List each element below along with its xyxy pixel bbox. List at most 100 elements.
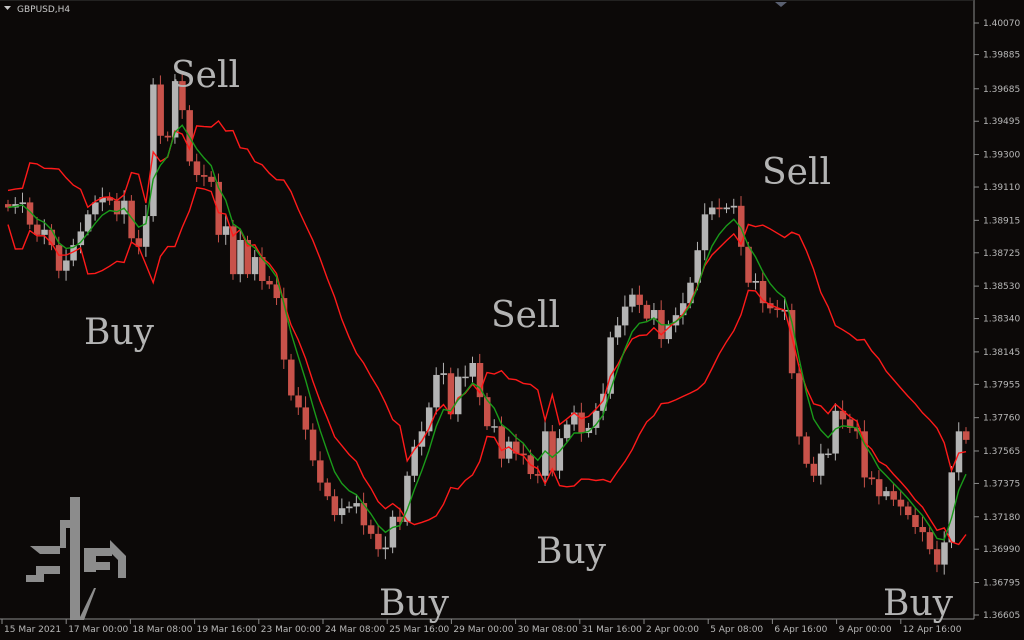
bull-candle [92,202,99,215]
bear-candle [738,205,745,247]
bear-candle [774,308,781,311]
time-tick-label: 31 Mar 16:00 [582,625,642,635]
bull-candle [411,446,418,476]
bear-candle [5,204,12,208]
price-tick-label: 1.38915 [983,216,1020,226]
bull-candle [650,310,658,319]
bear-candle [215,181,222,235]
bear-candle [643,304,651,319]
bull-candle [672,315,680,326]
bear-candle [534,474,542,476]
time-tick-label: 30 Mar 08:00 [518,625,578,635]
bear-candle [846,419,854,428]
bull-candle [629,294,636,307]
bear-candle [193,161,201,176]
bear-candle [919,527,926,533]
sell-signal-2: Sell [491,295,560,336]
bull-candle [346,506,353,509]
buy-signal-3: Buy [536,531,607,572]
bear-candle [324,482,331,497]
price-tick-label: 1.38725 [983,249,1020,259]
middle-line [7,124,967,541]
bear-candle [375,533,382,550]
bull-candle [708,207,716,215]
bull-candle [404,475,411,522]
bear-candle [229,226,237,275]
indicator-layer [7,119,967,546]
bull-candle [433,374,440,408]
bull-candle [418,431,426,447]
bull-candle [701,214,709,251]
bull-candle [469,362,476,377]
bear-candle [48,229,56,246]
bear-candle [904,506,912,516]
time-tick-label: 6 Apr 16:00 [774,625,827,635]
bull-candle [752,280,760,283]
bear-candle [476,362,484,398]
bull-candle [687,282,694,304]
time-tick-label: 5 Apr 08:00 [710,625,763,635]
bull-candle [723,207,730,210]
bear-candle [549,431,556,471]
time-tick-label: 19 Mar 16:00 [197,625,257,635]
bull-candle [353,503,360,507]
time-tick-label: 23 Mar 00:00 [261,625,321,635]
bear-candle [280,298,288,360]
bull-candle [462,376,469,379]
bull-candle [63,260,70,271]
bear-candle [875,479,883,497]
symbol-label: GBPUSD,H4 [17,5,70,15]
buy-signal-1: Buy [84,312,155,353]
bull-candle [621,306,629,326]
time-axis: 15 Mar 2021 17 Mar 00:00 18 Mar 08:00 19 Ma… [1,619,962,635]
bear-candle [367,525,375,534]
price-tick-label: 1.36605 [983,611,1020,621]
bull-candle [142,216,150,247]
bear-candle [273,284,281,299]
bear-candle [963,431,970,440]
price-tick-label: 1.37565 [983,447,1020,457]
bear-candle [513,441,520,454]
bear-candle [309,429,317,461]
bull-candle [563,424,571,439]
bear-candle [288,359,295,396]
bear-candle [331,496,339,516]
time-tick-label: 17 Mar 00:00 [68,625,128,635]
price-tick-label: 1.38530 [983,282,1020,292]
bear-candle [839,410,847,420]
bear-candle [447,373,455,415]
price-tick-label: 1.36990 [983,545,1020,555]
bull-candle [338,508,346,516]
dropdown-arrow-icon[interactable] [4,6,11,10]
bull-candle [556,438,564,471]
bull-candle [491,426,498,428]
price-tick-label: 1.38340 [983,315,1020,325]
time-tick-label: 29 Mar 00:00 [453,625,513,635]
bull-candle [70,245,77,261]
price-tick-label: 1.39685 [983,85,1020,95]
bear-candle [745,246,752,283]
bull-candle [592,410,600,428]
lower-band-line [7,186,967,546]
price-tick-label: 1.39885 [983,51,1020,61]
bull-candle [948,472,955,543]
bull-candle [571,412,578,425]
bear-candle [520,453,527,456]
price-tick-label: 1.39110 [983,183,1020,193]
bear-candle [912,515,919,528]
time-tick-label: 15 Mar 2021 [4,625,61,635]
bear-candle [26,202,34,225]
time-tick-label: 25 Mar 16:00 [389,625,449,635]
bear-candle [498,426,506,459]
bear-candle [186,110,193,162]
bull-candle [825,453,832,456]
chart-shift-marker-icon[interactable] [775,2,787,7]
bull-candle [730,205,738,208]
bull-candle [679,303,687,316]
bull-candle [941,542,948,565]
bull-candle [19,202,27,205]
bull-candle [694,250,701,283]
bull-candle [77,231,85,246]
